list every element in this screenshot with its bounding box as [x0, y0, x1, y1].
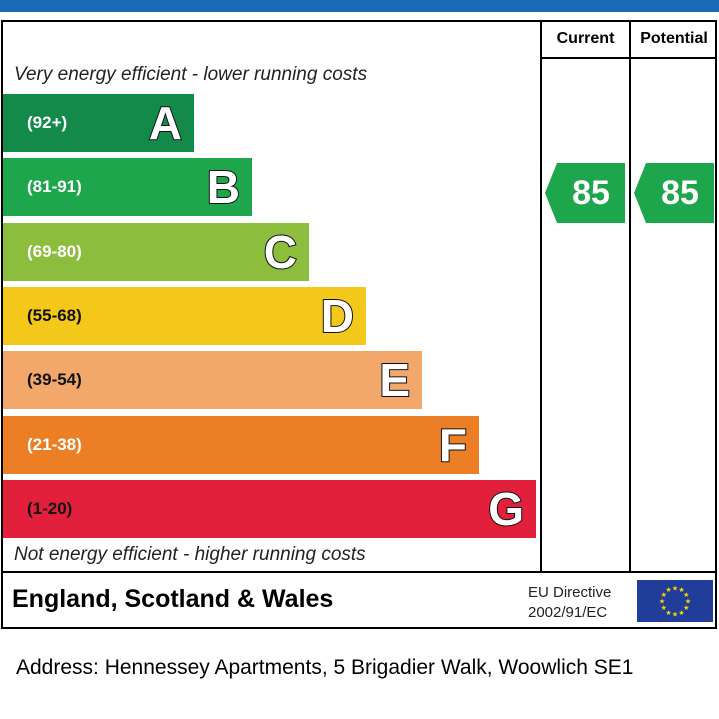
eu-star-icon: ★ — [659, 598, 665, 606]
top-note: Very energy efficient - lower running co… — [14, 64, 368, 85]
eu-star-icon: ★ — [683, 604, 689, 612]
eu-star-icon: ★ — [665, 609, 671, 617]
eu-star-icon: ★ — [661, 591, 667, 599]
band-range-label: (39-54) — [27, 370, 82, 390]
directive-line-1: EU Directive — [528, 584, 612, 601]
band-range-label: (55-68) — [27, 305, 82, 325]
property-address: Address: Hennessey Apartments, 5 Brigadi… — [16, 656, 634, 679]
rating-value: 85 — [572, 174, 610, 212]
band-letter: E — [378, 354, 411, 407]
band-range-label: (92+) — [27, 113, 68, 132]
band-letter: C — [263, 225, 298, 278]
eu-star-icon: ★ — [672, 585, 678, 593]
title-strip — [0, 0, 719, 12]
band-letter: G — [487, 482, 525, 535]
band-e: (39-54) E — [3, 351, 422, 410]
potential-rating-arrow: 85 — [634, 163, 714, 223]
eu-star-icon: ★ — [661, 604, 667, 612]
header-divider — [542, 57, 717, 59]
band-letter: A — [148, 97, 183, 149]
eu-star-icon: ★ — [672, 611, 678, 619]
band-a: (92+) A — [3, 94, 194, 152]
band-range-label: (69-80) — [27, 241, 82, 261]
band-b: (81-91) B — [3, 158, 252, 217]
directive-line-2: 2002/91/EC — [528, 604, 608, 621]
rating-arrow-shape — [634, 163, 714, 223]
eu-star-icon: ★ — [678, 609, 684, 617]
eu-flag-icon: ★ ★★★★★★★★★★★ — [637, 580, 713, 622]
footer-divider — [1, 571, 717, 573]
band-letter: B — [206, 161, 241, 214]
band-letter: F — [438, 418, 468, 471]
current-rating-arrow: 85 — [545, 163, 625, 223]
rating-value: 85 — [661, 174, 699, 212]
band-d: (55-68) D — [3, 286, 366, 345]
band-g: (1-20) G — [3, 479, 536, 538]
region-label: England, Scotland & Wales — [12, 585, 334, 613]
current-column-divider — [540, 20, 542, 572]
current-column-header: Current — [556, 30, 615, 47]
eu-star-icon: ★ — [665, 586, 671, 594]
band-letter: D — [320, 289, 355, 342]
potential-column-divider — [629, 20, 631, 572]
rating-arrow-shape — [545, 163, 625, 223]
band-c: (69-80) C — [3, 222, 309, 281]
eu-star-icon: ★ — [683, 591, 689, 599]
bottom-note: Not energy efficient - higher running co… — [14, 544, 366, 565]
potential-column-header: Potential — [640, 30, 708, 47]
band-range-label: (1-20) — [27, 498, 73, 518]
band-range-label: (81-91) — [27, 177, 82, 197]
epc-chart-frame — [1, 20, 717, 629]
eu-star-icon: ★ — [678, 586, 684, 594]
band-f: (21-38) F — [3, 415, 479, 474]
band-range-label: (21-38) — [27, 434, 82, 454]
eu-star-icon: ★ — [685, 598, 691, 606]
eu-directive: EU Directive 2002/91/EC — [528, 583, 611, 623]
